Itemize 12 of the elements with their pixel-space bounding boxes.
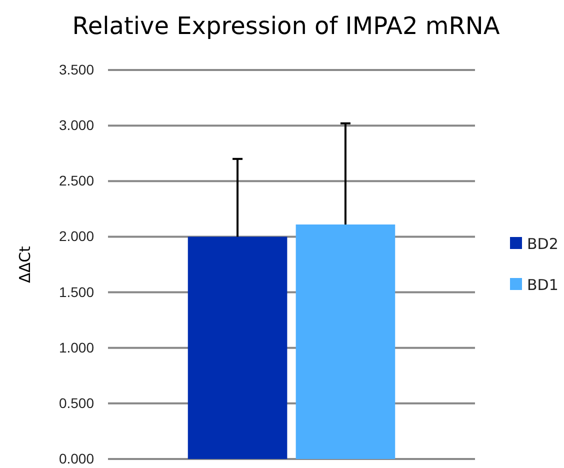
y-axis-title: ΔΔCt (16, 246, 34, 283)
y-tick-label: 2.500 (58, 172, 94, 189)
y-tick-label: 1.000 (58, 339, 94, 356)
legend-label: BD1 (527, 276, 558, 294)
y-tick-label: 1.500 (58, 284, 94, 300)
y-tick-label: 2.000 (58, 228, 94, 244)
y-tick-label: 3.000 (58, 117, 94, 134)
y-tick-label: 0.000 (58, 450, 94, 466)
y-tick-label: 0.500 (58, 394, 94, 411)
chart-title: Relative Expression of IMPA2 mRNA (72, 12, 500, 40)
y-tick-label: 3.500 (58, 61, 94, 78)
legend-label: BD2 (527, 235, 558, 253)
